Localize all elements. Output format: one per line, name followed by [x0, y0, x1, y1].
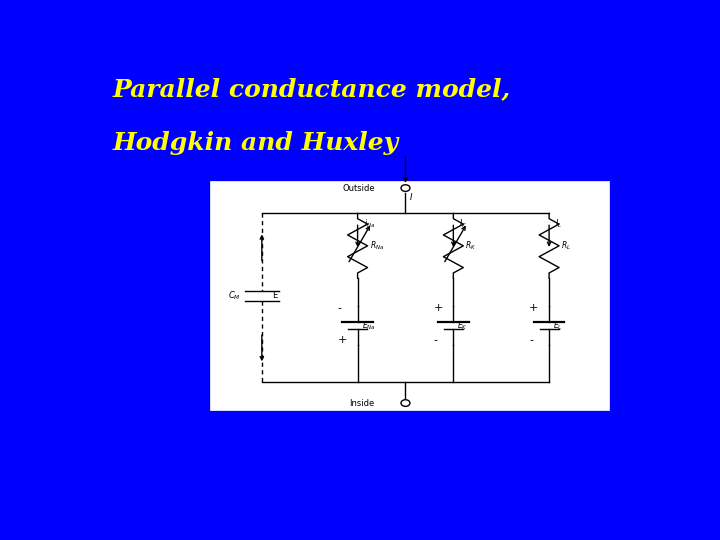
- Text: -: -: [529, 335, 533, 345]
- Text: -: -: [338, 303, 342, 313]
- Text: -: -: [433, 335, 437, 345]
- Text: Inside: Inside: [349, 399, 375, 408]
- Text: E: E: [272, 291, 277, 300]
- Text: Outside: Outside: [342, 184, 375, 193]
- Text: $E_K$: $E_K$: [457, 319, 468, 332]
- Text: +: +: [338, 335, 347, 345]
- Text: Parallel conductance model,: Parallel conductance model,: [112, 77, 510, 102]
- Text: $I_K$: $I_K$: [459, 218, 467, 231]
- Text: +: +: [529, 303, 539, 313]
- Text: $E_L$: $E_L$: [553, 319, 562, 332]
- Text: $R_L$: $R_L$: [561, 240, 571, 252]
- Text: $E_{Na}$: $E_{Na}$: [361, 319, 375, 332]
- Text: $R_{Na}$: $R_{Na}$: [369, 240, 384, 252]
- Text: $R_K$: $R_K$: [465, 240, 477, 252]
- Text: $I_L$: $I_L$: [555, 218, 562, 231]
- Bar: [210, 181, 609, 410]
- Text: Hodgkin and Huxley: Hodgkin and Huxley: [112, 131, 398, 156]
- Text: $i_{Na}$: $i_{Na}$: [364, 218, 374, 231]
- Text: $C_M$: $C_M$: [228, 289, 241, 302]
- Text: I: I: [410, 193, 412, 201]
- Text: +: +: [433, 303, 443, 313]
